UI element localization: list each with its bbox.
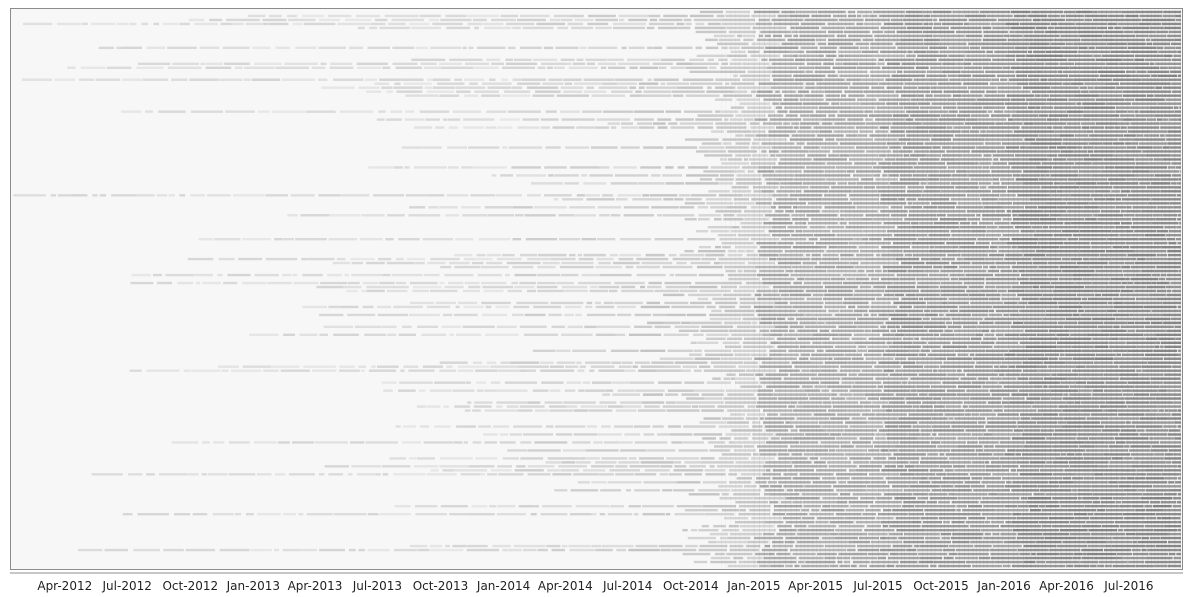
x-tick-label: Jan-2015 xyxy=(726,579,780,593)
x-tick-label: Apr-2014 xyxy=(538,579,593,593)
x-tick-label: Jul-2016 xyxy=(1103,579,1153,593)
x-tick-label: Jan-2014 xyxy=(476,579,530,593)
row-lines xyxy=(13,10,1181,568)
x-axis-ticks: Apr-2012 Jul-2012 Oct-2012 Jan-2013 Apr-2013… xyxy=(37,579,1153,593)
x-tick-label: Oct-2014 xyxy=(663,579,719,593)
x-tick-label: Jul-2014 xyxy=(602,579,652,593)
x-tick-label: Jan-2016 xyxy=(976,579,1030,593)
x-tick-label: Jul-2013 xyxy=(352,579,402,593)
x-tick-label: Oct-2015 xyxy=(913,579,969,593)
x-tick-label: Jul-2012 xyxy=(102,579,152,593)
x-tick-label: Oct-2012 xyxy=(162,579,218,593)
x-tick-label: Apr-2013 xyxy=(288,579,343,593)
x-tick-label: Oct-2013 xyxy=(413,579,469,593)
x-tick-label: Apr-2012 xyxy=(37,579,92,593)
x-tick-label: Jul-2015 xyxy=(852,579,902,593)
plot-area xyxy=(10,8,1183,570)
x-tick-label: Apr-2015 xyxy=(788,579,843,593)
x-tick-label: Apr-2016 xyxy=(1039,579,1094,593)
x-tick-label: Jan-2013 xyxy=(226,579,280,593)
